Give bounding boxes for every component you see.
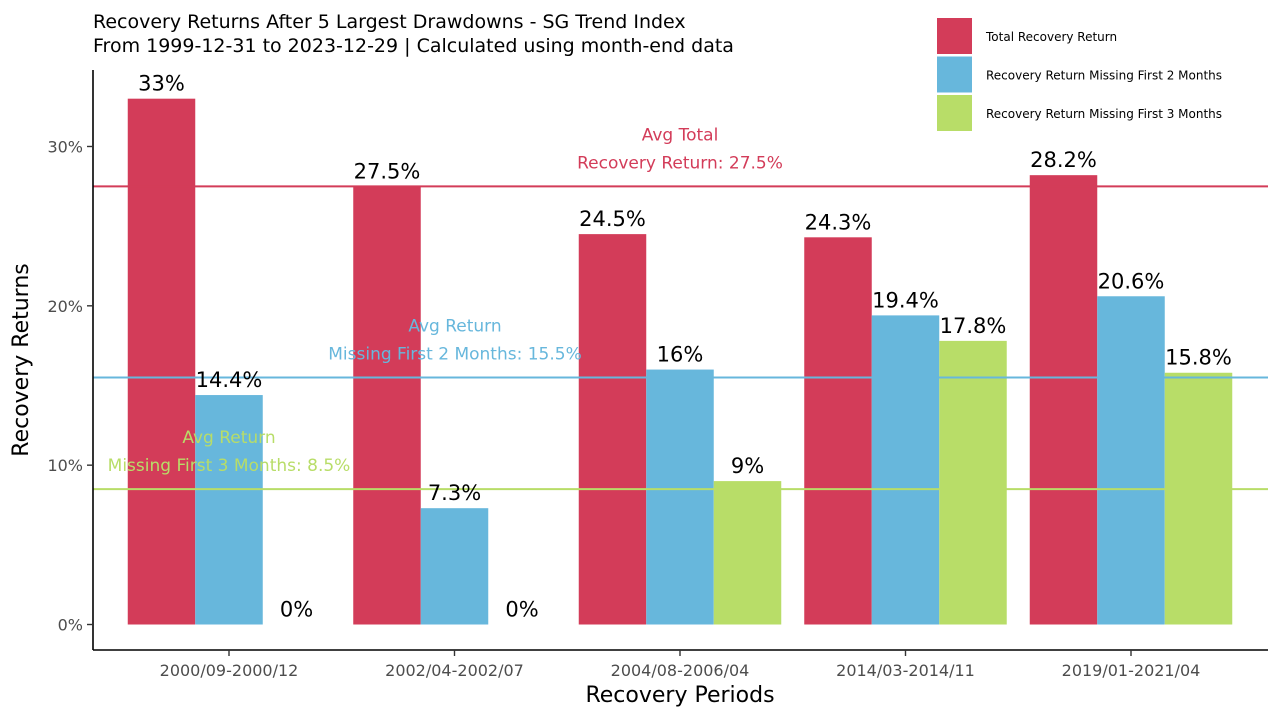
data-label: 24.5%	[579, 207, 646, 231]
average-line-label: Avg Return	[408, 317, 501, 337]
x-tick-label: 2004/08-2006/04	[611, 661, 750, 680]
bar	[1097, 296, 1165, 625]
bar	[420, 508, 489, 625]
average-line-label: Avg Return	[182, 428, 275, 448]
data-label: 9%	[731, 454, 764, 478]
x-tick-label: 2019/01-2021/04	[1062, 661, 1201, 680]
x-tick-label: 2014/03-2014/11	[836, 661, 975, 680]
bars-layer	[127, 98, 1233, 625]
average-line-label: Missing First 2 Months: 15.5%	[328, 345, 581, 365]
y-tick-label: 10%	[47, 456, 83, 475]
legend-label: Recovery Return Missing First 3 Months	[986, 107, 1222, 121]
bar	[1029, 175, 1098, 625]
y-tick-label: 30%	[47, 137, 83, 156]
legend-swatch	[937, 18, 972, 54]
legend-swatch	[937, 56, 972, 93]
data-label: 27.5%	[354, 159, 421, 183]
data-label: 19.4%	[872, 288, 939, 312]
data-label: 16%	[657, 343, 704, 367]
legend: Total Recovery Return Recovery Return Mis…	[937, 18, 1222, 131]
data-label: 20.6%	[1098, 269, 1165, 293]
data-label: 28.2%	[1030, 148, 1097, 172]
data-label: 0%	[280, 598, 313, 622]
y-axis-title: Recovery Returns	[9, 263, 34, 456]
average-line-label: Avg Total	[642, 125, 719, 145]
bar	[578, 234, 647, 625]
average-line-label: Recovery Return: 27.5%	[577, 153, 783, 173]
axes-layer: 0% 10% 20% 30% 2000/09-2000/12 2002/04-2002/0…	[47, 70, 1268, 680]
x-tick-label: 2000/09-2000/12	[160, 661, 299, 680]
data-labels-layer: 33% 14.4% 0% 27.5% 7.3% 0% 24.5% 16% 9% 24.3% 19.4…	[138, 72, 1232, 622]
bar	[1164, 372, 1233, 625]
data-label: 0%	[505, 598, 538, 622]
legend-swatch	[937, 95, 972, 131]
y-tick-label: 0%	[58, 616, 83, 635]
reference-lines-layer: Avg Total Recovery Return: 27.5% Avg Retur…	[93, 125, 1268, 491]
chart-subtitle: From 1999-12-31 to 2023-12-29 | Calculat…	[93, 35, 734, 57]
data-label: 33%	[138, 72, 185, 96]
legend-label: Total Recovery Return	[985, 30, 1117, 44]
legend-label: Recovery Return Missing First 2 Months	[986, 69, 1222, 83]
bar	[871, 315, 940, 625]
chart-title: Recovery Returns After 5 Largest Drawdow…	[93, 11, 686, 33]
bar	[646, 369, 714, 625]
data-label: 14.4%	[196, 368, 263, 392]
bar	[939, 340, 1007, 625]
x-tick-label: 2002/04-2002/07	[385, 661, 524, 680]
data-label: 7.3%	[428, 481, 481, 505]
x-axis-title: Recovery Periods	[585, 683, 774, 708]
bar	[353, 186, 421, 625]
data-label: 15.8%	[1165, 346, 1232, 370]
data-label: 17.8%	[940, 314, 1007, 338]
average-line-label: Missing First 3 Months: 8.5%	[108, 456, 351, 476]
bar	[195, 395, 263, 625]
data-label: 24.3%	[805, 210, 872, 234]
bar	[127, 98, 196, 625]
bar	[713, 481, 782, 625]
y-tick-label: 20%	[47, 297, 83, 316]
bar	[804, 237, 872, 625]
